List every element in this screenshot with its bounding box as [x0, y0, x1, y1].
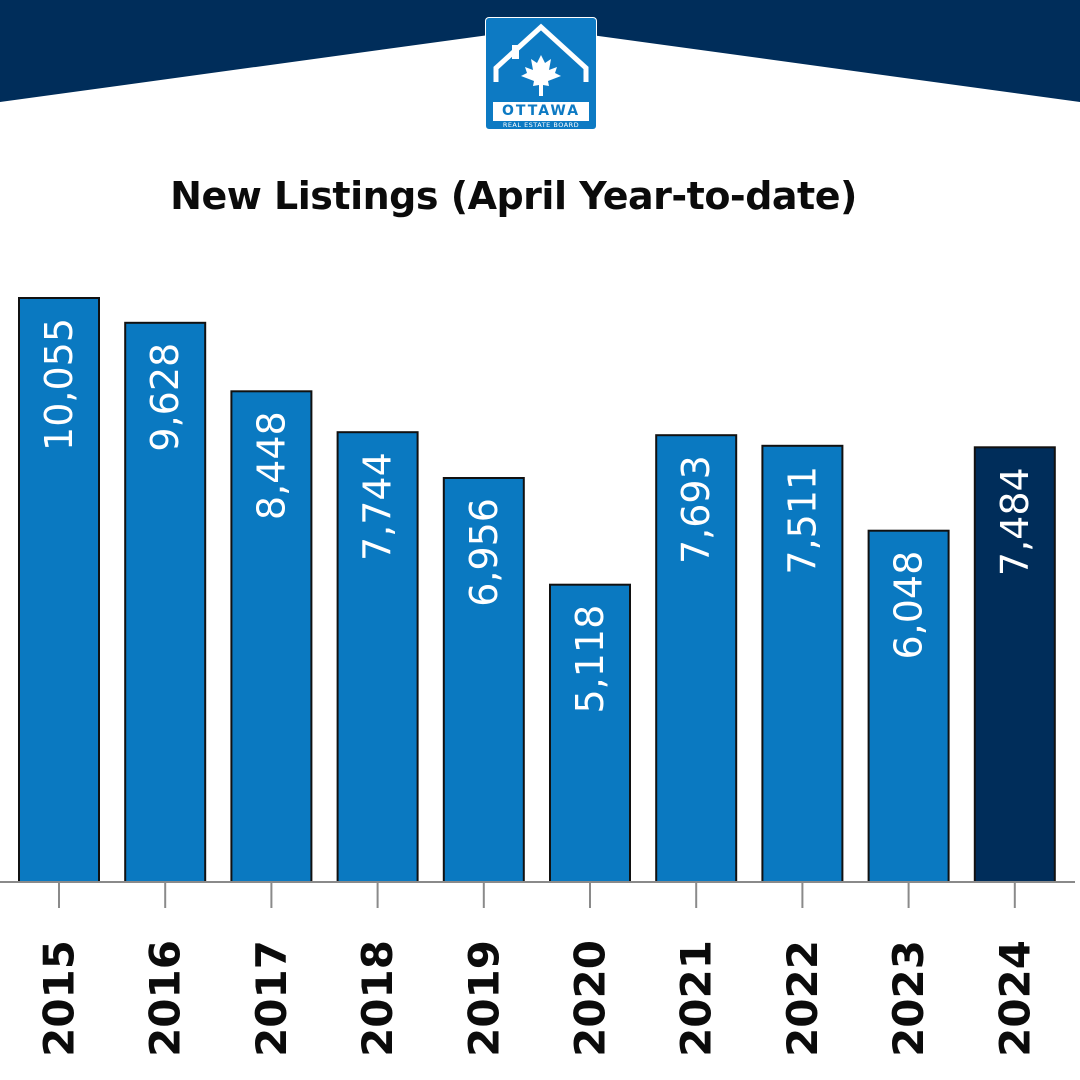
bar-2016 — [124, 321, 207, 883]
category-label-2024: 2024 — [990, 940, 1039, 1057]
value-label-2018: 7,744 — [356, 452, 400, 561]
value-label-2024: 7,484 — [993, 467, 1037, 576]
value-label-2022: 7,511 — [780, 466, 824, 575]
bar-2017 — [230, 390, 313, 883]
value-label-2019: 6,956 — [462, 498, 506, 607]
category-label-2020: 2020 — [566, 940, 615, 1057]
value-labels-group: 10,055 9,628 8,448 7,744 6,956 5,118 7,693 7,51… — [37, 318, 1037, 713]
bar-2022 — [761, 444, 844, 883]
category-label-2019: 2019 — [459, 940, 508, 1057]
ottawa-real-estate-board-logo: OTTAWA REAL ESTATE BOARD — [486, 18, 596, 129]
category-label-2015: 2015 — [35, 940, 84, 1057]
category-label-2022: 2022 — [778, 940, 827, 1057]
value-label-2023: 6,048 — [887, 551, 931, 660]
house-maple-leaf-icon — [493, 23, 589, 96]
bar-2015 — [18, 297, 100, 883]
category-label-2023: 2023 — [884, 940, 933, 1057]
x-axis-ticks-group — [58, 882, 1016, 908]
value-label-2016: 9,628 — [143, 343, 187, 452]
category-labels-group: 2015 2016 2017 2018 2019 2020 2021 2022 2023 2024 — [35, 940, 1040, 1057]
value-label-2015: 10,055 — [37, 318, 81, 451]
bar-2024 — [973, 446, 1056, 883]
category-label-2017: 2017 — [247, 940, 296, 1057]
category-label-2016: 2016 — [141, 940, 190, 1057]
category-label-2018: 2018 — [353, 940, 402, 1057]
chart-title: New Listings (April Year-to-date) — [170, 174, 857, 218]
value-label-2017: 8,448 — [249, 411, 293, 520]
logo-wordmark: OTTAWA — [493, 102, 589, 121]
category-label-2021: 2021 — [672, 940, 721, 1057]
value-label-2020: 5,118 — [568, 605, 612, 714]
value-label-2021: 7,693 — [674, 455, 718, 564]
bars-group — [18, 297, 1056, 883]
header-band — [0, 0, 1080, 102]
logo-subtitle: REAL ESTATE BOARD — [502, 121, 580, 129]
bar-2018 — [336, 431, 419, 883]
bar-2023 — [867, 529, 950, 883]
bar-2021 — [655, 434, 738, 883]
